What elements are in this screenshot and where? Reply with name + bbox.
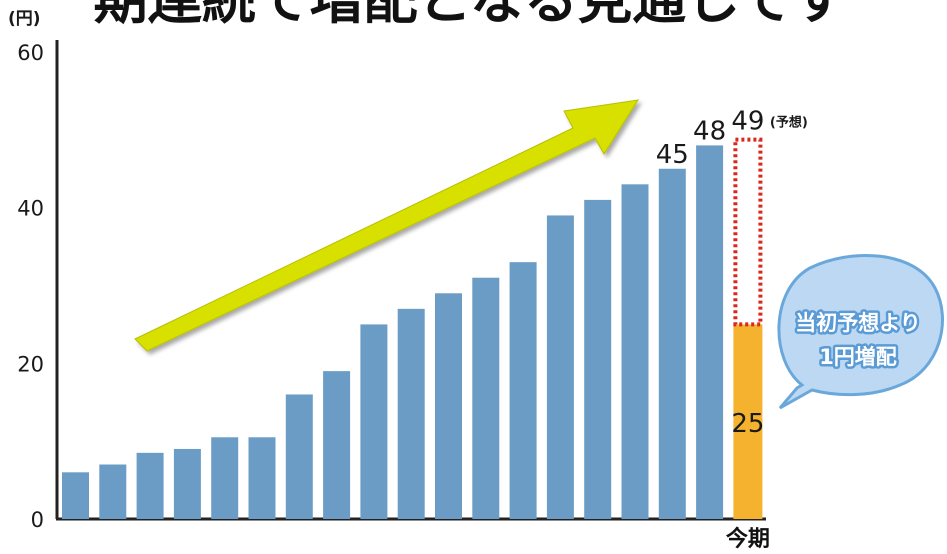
bar <box>435 293 462 519</box>
bar <box>658 168 686 519</box>
bar <box>584 199 612 519</box>
bar <box>173 448 201 519</box>
bar <box>696 145 724 519</box>
forecast-outline <box>733 137 763 327</box>
bar <box>397 308 425 519</box>
bars <box>62 145 724 520</box>
forecast-value-label: 49 <box>731 107 764 137</box>
callout-bubble: 当初予想より 1円増配 <box>777 253 944 410</box>
y-tick-label: 60 <box>17 41 44 65</box>
bar <box>211 437 239 519</box>
bar <box>62 472 89 519</box>
y-tick-label: 0 <box>31 508 44 532</box>
current-base-label: 25 <box>731 409 764 439</box>
bar <box>285 394 313 519</box>
y-tick-label: 40 <box>17 197 44 221</box>
bar <box>621 184 649 520</box>
y-tick-label: 20 <box>17 352 44 376</box>
forecast-note-label: (予想) <box>770 115 808 131</box>
bar <box>99 464 127 519</box>
x-category-current: 今期 <box>726 526 770 552</box>
bar <box>248 437 276 519</box>
callout-line-2: 1円増配 <box>819 345 897 369</box>
trend-arrow-icon <box>134 99 640 352</box>
bar <box>472 277 500 519</box>
bar <box>509 262 537 519</box>
bar <box>136 452 164 519</box>
bar <box>546 215 574 519</box>
current-period-bar <box>733 324 763 519</box>
y-tick-labels: 0 20 40 60 <box>17 41 44 532</box>
bar <box>360 324 388 519</box>
y-axis-unit: (円) <box>8 9 41 29</box>
callout-line-1: 当初予想より <box>795 311 921 335</box>
bar-value-label: 48 <box>693 116 726 146</box>
chart-title: 期連続で増配となる見通しです <box>94 0 847 31</box>
bar-value-label: 45 <box>656 140 689 170</box>
callout-bubble-shape <box>777 253 944 410</box>
bar <box>323 371 351 519</box>
